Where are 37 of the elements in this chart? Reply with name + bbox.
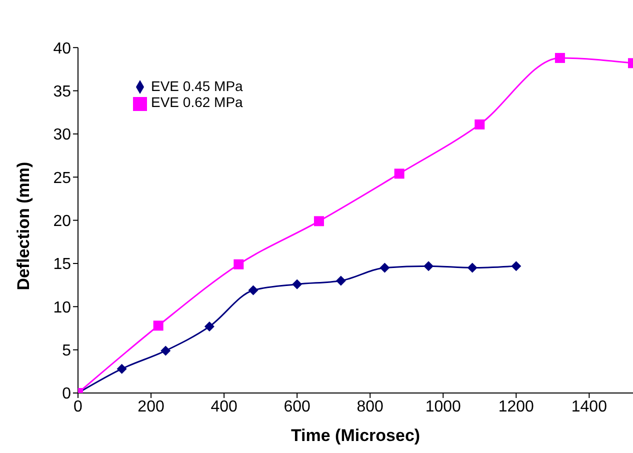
point <box>292 279 302 290</box>
x-tick-label: 800 <box>356 398 384 416</box>
y-tick-label: 40 <box>53 40 72 58</box>
y-tick-label: 15 <box>53 256 72 274</box>
x-tick-label: 200 <box>138 398 164 416</box>
x-tick-label: 600 <box>284 398 311 416</box>
y-tick-label: 0 <box>62 386 72 403</box>
x-tick-label: 400 <box>210 398 238 416</box>
x-axis-title: Time (Microsec) <box>290 426 420 445</box>
y-tick-label: 10 <box>53 299 72 316</box>
x-tick-label: 1400 <box>571 398 608 416</box>
y-tick-label: 5 <box>62 342 72 360</box>
point <box>394 168 404 179</box>
point <box>511 261 522 272</box>
y-axis-title: Deflection (mm) <box>14 162 34 290</box>
point <box>314 216 324 226</box>
point <box>204 322 214 332</box>
point <box>380 262 390 273</box>
point <box>248 285 258 296</box>
legend-label: EVE 0.45 MPa <box>151 78 243 94</box>
point <box>153 320 164 331</box>
y-tick-label: 30 <box>53 126 72 144</box>
point <box>474 119 485 130</box>
point <box>160 346 171 356</box>
legend-label: EVE 0.62 MPa <box>151 94 243 110</box>
point <box>336 276 346 286</box>
point <box>234 259 244 270</box>
point <box>424 261 434 272</box>
x-tick-label: 1000 <box>425 398 462 416</box>
y-tick-label: 20 <box>53 212 72 230</box>
point <box>467 262 478 273</box>
point <box>116 364 127 374</box>
y-tick-label: 25 <box>53 170 72 187</box>
x-tick-label: 1200 <box>498 398 534 416</box>
y-tick-label: 35 <box>53 83 72 100</box>
point <box>554 52 565 63</box>
x-tick-label: 0 <box>74 398 83 416</box>
